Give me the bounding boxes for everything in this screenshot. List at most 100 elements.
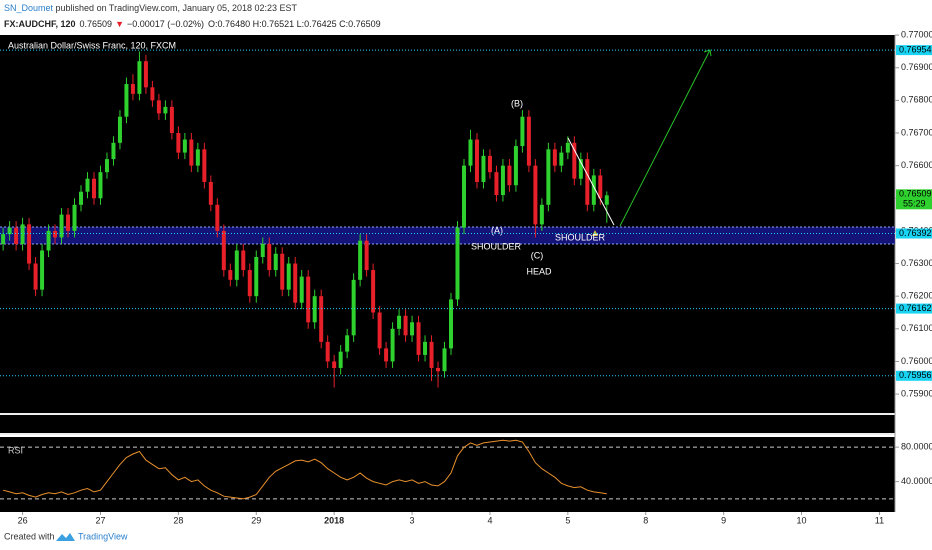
candle-body bbox=[98, 172, 103, 199]
candle-body bbox=[332, 361, 337, 368]
candle-body bbox=[345, 335, 350, 352]
candle-body bbox=[241, 250, 246, 271]
candle-body bbox=[1, 234, 6, 244]
candle-body bbox=[449, 299, 454, 349]
y-tick-label: 0.76700 bbox=[901, 127, 932, 137]
candle-body bbox=[487, 155, 492, 173]
y-tick-label: 0.76600 bbox=[901, 160, 932, 170]
rsi-tick-label: 40.0000 bbox=[901, 476, 932, 486]
candle-body bbox=[286, 263, 291, 290]
candle-body bbox=[591, 175, 596, 205]
last-price-label: 0.76509 bbox=[899, 189, 932, 199]
level-label: 0.76392 bbox=[899, 228, 932, 238]
annotation: HEAD bbox=[526, 266, 552, 276]
last: 0.76509 bbox=[80, 19, 113, 29]
candle-body bbox=[559, 152, 564, 166]
candle-body bbox=[273, 253, 278, 271]
candle-body bbox=[182, 139, 187, 153]
candle-body bbox=[208, 181, 213, 205]
candle-body bbox=[598, 175, 603, 199]
publisher[interactable]: SN_Doumet bbox=[4, 3, 54, 13]
annotation: SHOULDER bbox=[471, 241, 522, 251]
level-label-bg bbox=[896, 303, 932, 314]
y-tick-label: 0.76000 bbox=[901, 356, 932, 366]
candle-body bbox=[325, 341, 330, 362]
candle-body bbox=[53, 230, 58, 238]
candle-body bbox=[27, 224, 32, 264]
marks bbox=[1, 51, 609, 388]
x-tick-label: 4 bbox=[487, 515, 492, 525]
candle-body bbox=[40, 250, 45, 290]
footer-brand[interactable]: TradingView bbox=[78, 531, 128, 541]
candle-body bbox=[455, 227, 460, 300]
candle-body bbox=[429, 341, 434, 368]
candle-body bbox=[377, 312, 382, 349]
candle-body bbox=[416, 322, 421, 355]
candle-body bbox=[85, 178, 90, 192]
candle-body bbox=[319, 296, 324, 342]
candle-body bbox=[410, 322, 415, 336]
candle-body bbox=[371, 270, 376, 313]
candle-body bbox=[59, 214, 64, 238]
x-tick-label: 9 bbox=[721, 515, 726, 525]
logo bbox=[56, 533, 75, 541]
candle-body bbox=[91, 178, 96, 199]
candle-body bbox=[46, 230, 51, 251]
candle-body bbox=[338, 351, 343, 368]
candle-body bbox=[513, 146, 518, 186]
rsi-tick-label: 80.0000 bbox=[901, 442, 932, 452]
candle-body bbox=[117, 116, 122, 143]
candle-body bbox=[474, 139, 479, 182]
footer: Created with TradingView bbox=[4, 531, 128, 541]
candle-body bbox=[163, 106, 168, 114]
extra-pane-label: 0.00000 bbox=[900, 419, 932, 429]
level-label-bg bbox=[896, 228, 932, 239]
level-label-bg bbox=[896, 370, 932, 381]
x-tick-label: 8 bbox=[643, 515, 648, 525]
candle-body bbox=[72, 204, 77, 231]
candle-body bbox=[124, 84, 129, 117]
x-tick-label: 27 bbox=[95, 515, 105, 525]
y-tick-label: 0.76300 bbox=[901, 258, 932, 268]
candle-body bbox=[604, 195, 609, 205]
candle-body bbox=[494, 172, 499, 196]
x-tick-label: 10 bbox=[797, 515, 807, 525]
rsi-line bbox=[2, 439, 607, 500]
candle-body bbox=[539, 204, 544, 225]
candle-body bbox=[176, 133, 181, 153]
x-tick-label: 3 bbox=[410, 515, 415, 525]
candle-body bbox=[228, 270, 233, 280]
y-tick-label: 0.76100 bbox=[901, 323, 932, 333]
candle-body bbox=[299, 276, 304, 303]
candle-body bbox=[552, 149, 557, 166]
y-tick-label: 0.76800 bbox=[901, 95, 932, 105]
y-tick-label: 0.76900 bbox=[901, 62, 932, 72]
countdown-label: 55:29 bbox=[903, 199, 926, 209]
candle-body bbox=[215, 204, 220, 231]
candle-body bbox=[384, 348, 389, 362]
candle-body bbox=[189, 139, 194, 166]
level-label-bg bbox=[896, 45, 932, 56]
candle-body bbox=[351, 279, 356, 336]
candle-body bbox=[14, 227, 19, 244]
candle-body bbox=[234, 250, 239, 280]
rsi-label: RSI bbox=[8, 445, 23, 455]
rsi-pane bbox=[0, 437, 895, 512]
level-label: 0.76954 bbox=[899, 44, 932, 54]
candle-body bbox=[358, 240, 363, 280]
candle-body bbox=[500, 165, 505, 196]
change: −0.00017 (−0.02%) bbox=[127, 19, 204, 29]
extra-pane bbox=[0, 415, 895, 433]
y-tick-label: 0.75900 bbox=[901, 388, 932, 398]
candle-body bbox=[364, 240, 369, 271]
annotation: (B) bbox=[511, 98, 523, 108]
x-tick-label: 5 bbox=[565, 515, 570, 525]
candle-body bbox=[104, 159, 109, 173]
candle-body bbox=[546, 149, 551, 205]
main-pane bbox=[0, 35, 895, 413]
x-tick-label: 2018 bbox=[324, 515, 344, 525]
candle-body bbox=[312, 296, 317, 323]
candle-body bbox=[156, 100, 161, 114]
candle-body bbox=[436, 367, 441, 372]
annotation: (A) bbox=[491, 225, 503, 235]
